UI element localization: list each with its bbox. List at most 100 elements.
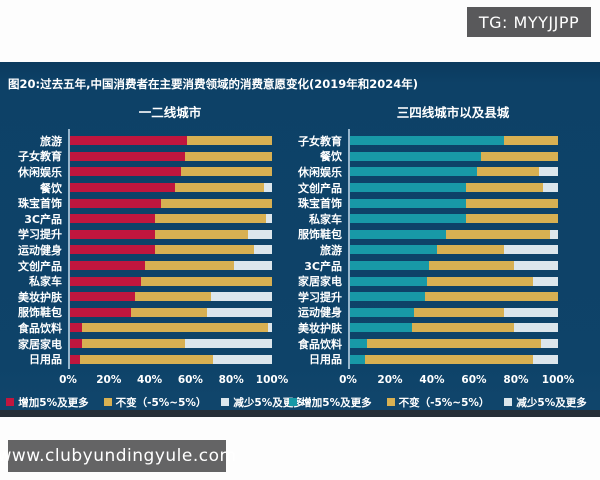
bar-segment-decrease	[253, 245, 272, 255]
bar-segment-flat	[175, 183, 264, 193]
category-label: 学习提升	[298, 290, 342, 304]
category-label: 餐饮	[40, 181, 62, 195]
bar-segment-flat	[181, 167, 272, 177]
category-label: 家居家电	[298, 275, 342, 289]
stacked-bar	[350, 292, 558, 302]
stacked-bar	[350, 339, 558, 349]
bar-row: 学习提升	[6, 227, 272, 243]
stacked-bar	[350, 136, 558, 146]
category-label: 旅游	[320, 243, 342, 257]
bar-segment-increase	[70, 151, 186, 161]
bar-row: 珠宝首饰	[288, 195, 558, 211]
stacked-bar	[350, 229, 558, 239]
category-label: 休闲娱乐	[298, 165, 342, 179]
category-label: 日用品	[29, 353, 62, 367]
legend-item: 减少5%及更多	[504, 395, 587, 410]
bar-segment-flat	[414, 307, 504, 317]
charts-area: 一二线城市 旅游 子女教育 休闲娱乐 餐饮 珠宝首饰 3C产品 学习提升 运动健身 文创产品 私家…	[0, 96, 600, 410]
bar-segment-increase	[70, 198, 161, 208]
bar-segment-flat	[466, 198, 558, 208]
bar-segment-increase	[350, 292, 425, 302]
category-label: 休闲娱乐	[18, 165, 62, 179]
category-label: 旅游	[40, 134, 62, 148]
chart-title: 三四线城市以及县城	[396, 105, 510, 120]
stacked-bar	[350, 245, 558, 255]
stacked-bar	[70, 276, 272, 286]
bar-segment-flat	[366, 339, 542, 349]
stacked-bar	[350, 198, 558, 208]
bar-row: 子女教育	[288, 133, 558, 149]
legend-swatch	[504, 398, 513, 407]
x-tick-label: 40%	[419, 373, 445, 386]
chart-tier12: 一二线城市 旅游 子女教育 休闲娱乐 餐饮 珠宝首饰 3C产品 学习提升 运动健身 文创产品 私家…	[6, 96, 304, 410]
bar-row: 私家车	[6, 273, 272, 289]
bar-segment-flat	[130, 307, 208, 317]
x-tick-label: 0%	[339, 373, 357, 386]
stacked-bar	[350, 354, 558, 364]
bar-segment-increase	[70, 214, 155, 224]
bar-row: 运动健身	[6, 242, 272, 258]
bar-segment-decrease	[267, 323, 272, 333]
category-label: 子女教育	[298, 134, 342, 148]
bar-segment-flat	[503, 136, 558, 146]
bar-segment-decrease	[207, 307, 272, 317]
bar-row: 子女教育	[6, 149, 272, 165]
legend-item: 增加5%及更多	[289, 395, 372, 410]
stacked-bar	[70, 136, 272, 146]
stacked-bar	[350, 276, 558, 286]
x-tick-label: 60%	[461, 373, 487, 386]
bar-segment-increase	[70, 307, 131, 317]
bar-segment-decrease	[503, 245, 558, 255]
category-label: 珠宝首饰	[18, 197, 62, 211]
bar-row: 家居家电	[6, 336, 272, 352]
legend-label: 增加5%及更多	[18, 396, 89, 409]
site-watermark: www.clubyundingyule.com	[0, 440, 236, 472]
bar-segment-increase	[70, 276, 141, 286]
bar-row: 珠宝首饰	[6, 195, 272, 211]
site-watermark-text: www.clubyundingyule.com	[0, 446, 237, 466]
category-label: 服饰鞋包	[298, 228, 342, 242]
bar-segment-flat	[364, 354, 534, 364]
category-label: 子女教育	[18, 150, 62, 164]
stacked-bar	[70, 292, 272, 302]
bar-segment-increase	[70, 354, 81, 364]
stacked-bar	[70, 261, 272, 271]
bar-segment-decrease	[541, 339, 558, 349]
figure-title: 图20:过去五年,中国消费者在主要消费领域的消费意愿变化(2019年和2024年…	[8, 77, 418, 91]
bar-segment-flat	[82, 339, 186, 349]
legend-label: 增加5%及更多	[301, 396, 372, 409]
tg-watermark-text: TG: MYYJJPP	[478, 12, 580, 32]
bar-segment-decrease	[247, 229, 272, 239]
bar-segment-flat	[424, 292, 558, 302]
bar-segment-increase	[70, 183, 176, 193]
bar-row: 旅游	[6, 133, 272, 149]
bar-segment-flat	[134, 292, 212, 302]
bar-segment-increase	[70, 292, 135, 302]
figure-panel: 图20:过去五年,中国消费者在主要消费领域的消费意愿变化(2019年和2024年…	[0, 62, 600, 417]
bar-segment-decrease	[213, 354, 272, 364]
bar-segment-flat	[154, 214, 266, 224]
category-label: 文创产品	[298, 181, 342, 195]
category-label: 运动健身	[18, 243, 62, 257]
bar-row: 旅游	[288, 242, 558, 258]
bar-segment-decrease	[533, 354, 558, 364]
legend-swatch	[103, 398, 112, 407]
x-tick-label: 100%	[541, 373, 575, 386]
stacked-bar	[70, 198, 272, 208]
bar-segment-decrease	[233, 261, 272, 271]
bar-segment-increase	[350, 136, 504, 146]
x-tick-label: 100%	[255, 373, 289, 386]
legend-swatch	[221, 398, 230, 407]
stacked-bar	[70, 354, 272, 364]
stacked-bar	[350, 214, 558, 224]
x-tick-label: 20%	[377, 373, 403, 386]
bar-row: 食品饮料	[288, 336, 558, 352]
category-label: 美妆护肤	[298, 321, 342, 335]
bar-row: 休闲娱乐	[288, 164, 558, 180]
bar-segment-increase	[350, 198, 467, 208]
bar-segment-increase	[350, 276, 427, 286]
bar-row: 文创产品	[6, 258, 272, 274]
stacked-bar	[350, 261, 558, 271]
rows: 子女教育 餐饮 休闲娱乐 文创产品 珠宝首饰 私家车 服饰鞋包 旅游 3C产品 家居家电 学习提升运…	[288, 129, 558, 369]
bar-segment-decrease	[533, 276, 558, 286]
